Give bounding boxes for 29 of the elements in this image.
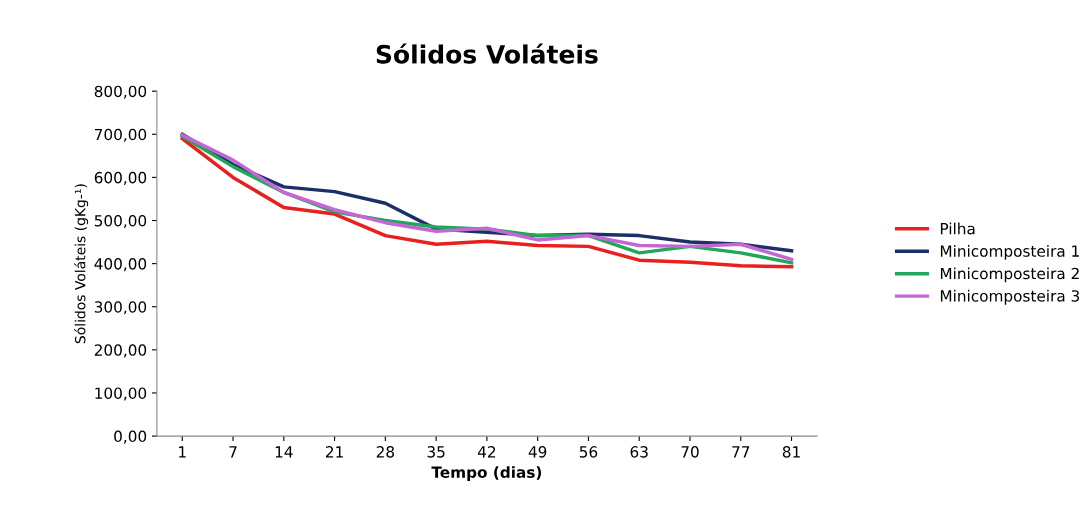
- x-tick-label: 70: [681, 446, 699, 458]
- x-tick-label: 49: [528, 446, 547, 458]
- y-axis-title: Sólidos Voláteis (gKg-¹): [74, 184, 89, 344]
- y-tick-label: 300,00: [94, 301, 147, 315]
- x-tick-label: 63: [630, 446, 648, 458]
- x-tick-label: 81: [782, 446, 800, 458]
- legend-label: Minicomposteira 3: [940, 289, 1080, 305]
- y-tick-label: 0,00: [114, 430, 147, 444]
- x-tick-label: 1: [179, 446, 186, 458]
- chart-title: Sólidos Voláteis: [376, 43, 598, 64]
- x-tick-label: 35: [427, 446, 445, 458]
- x-tick-label: 21: [325, 446, 343, 458]
- y-tick-label: 100,00: [95, 387, 147, 401]
- legend-label: Minicomposteira 2: [940, 267, 1079, 283]
- x-tick-label: 42: [477, 446, 496, 458]
- y-tick-label: 400,00: [94, 258, 147, 272]
- y-tick-label: 600,00: [94, 171, 147, 185]
- legend-label: Minicomposteira 1: [940, 245, 1079, 260]
- x-tick-label: 28: [376, 446, 395, 458]
- legend-label: Pilha: [940, 222, 975, 235]
- y-tick-label: 500,00: [94, 214, 147, 229]
- x-tick-label: 56: [579, 446, 598, 458]
- x-tick-label: 14: [275, 446, 293, 458]
- x-axis-title: Tempo (dias): [431, 466, 542, 481]
- x-tick-label: 7: [229, 446, 237, 458]
- y-tick-label: 800,00: [94, 85, 147, 99]
- y-tick-label: 700,00: [94, 128, 147, 142]
- x-tick-label: 77: [732, 446, 750, 458]
- y-tick-label: 200,00: [94, 344, 147, 358]
